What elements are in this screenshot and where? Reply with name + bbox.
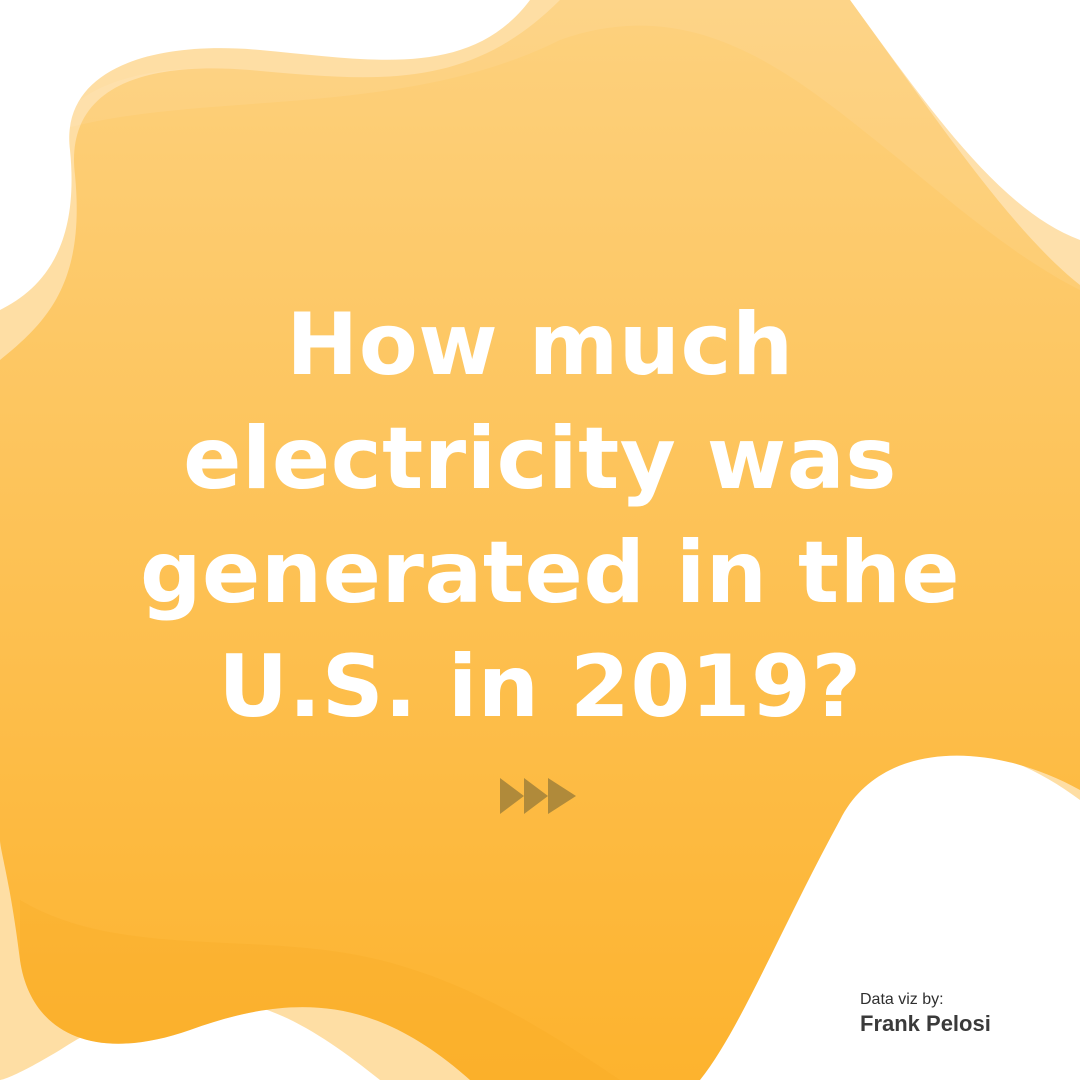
headline-line-3: generated in the — [140, 523, 961, 623]
headline-line-1: How much — [286, 295, 794, 395]
credit-author-name: Frank Pelosi — [860, 1011, 991, 1036]
headline-line-2: electricity was — [183, 409, 897, 509]
blob-inner-wave-top — [60, 0, 1080, 290]
credit-label: Data viz by: — [860, 991, 944, 1008]
headline-line-4: U.S. in 2019? — [218, 637, 862, 737]
headline-question: How much electricity was generated in th… — [140, 288, 961, 744]
fast-forward-icon[interactable] — [500, 774, 580, 818]
credit-block: Data viz by: Frank Pelosi — [860, 990, 1060, 1038]
blob-inner-wave-bottom — [20, 900, 620, 1080]
